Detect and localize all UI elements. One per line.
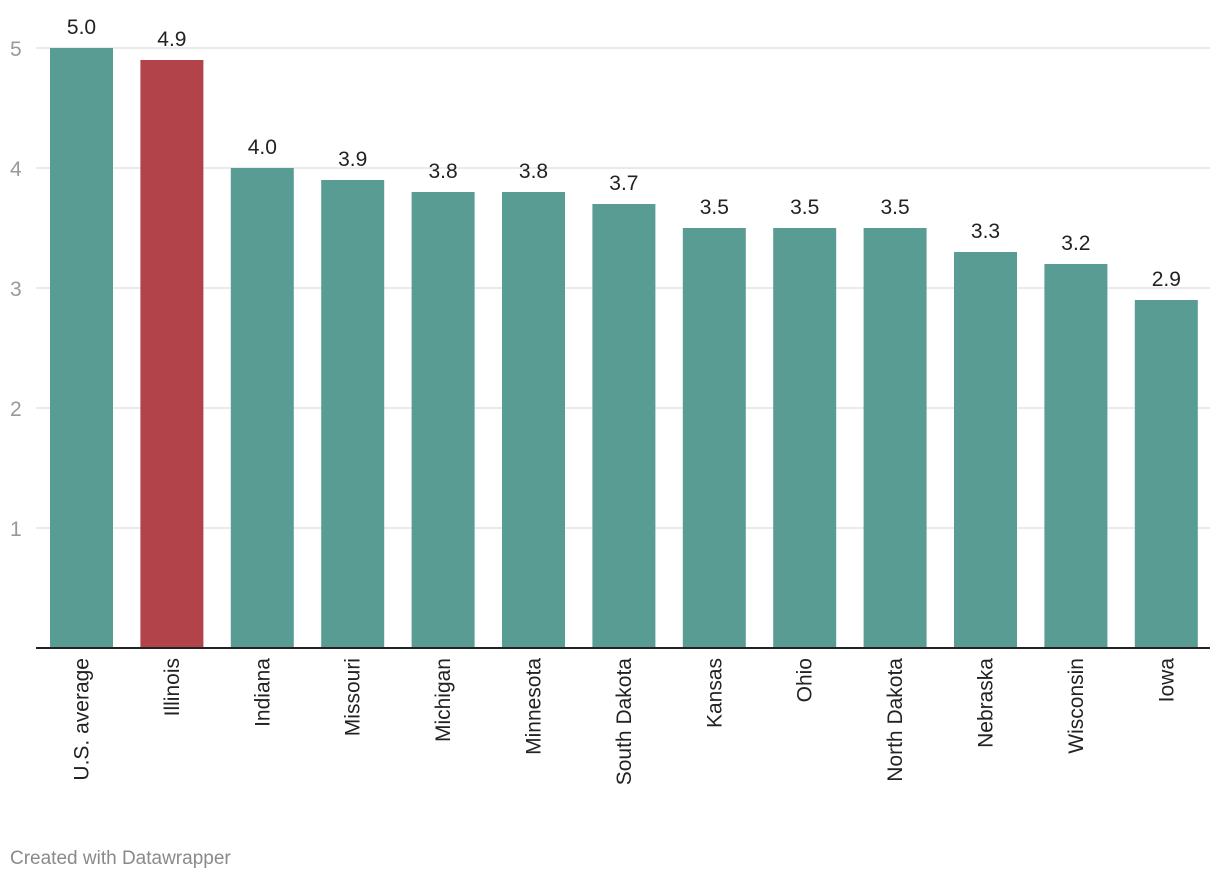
- x-tick-label: Kansas: [703, 658, 726, 728]
- y-axis-ticks: 1 2 3 4 5: [10, 38, 22, 541]
- data-label: 3.8: [428, 160, 457, 183]
- data-labels: 5.0 4.9 4.0 3.9 3.8 3.8 3.7 3.5 3.5 3.5 3.3 3.2 2.9: [67, 16, 1181, 291]
- bars: [50, 48, 1198, 648]
- bar: [682, 228, 746, 648]
- bar: [1044, 264, 1108, 648]
- data-label: 4.9: [157, 28, 186, 51]
- bar: [50, 48, 113, 648]
- data-label: 5.0: [67, 16, 96, 39]
- bar: [954, 252, 1017, 648]
- x-tick-label: Illinois: [161, 658, 184, 716]
- bar: [502, 192, 565, 648]
- credit-text: Created with Datawrapper: [10, 848, 231, 869]
- x-tick-label: Minnesota: [523, 658, 546, 755]
- bar: [411, 192, 475, 648]
- bar: [321, 180, 385, 648]
- data-label: 2.9: [1152, 268, 1181, 291]
- x-tick-label: Wisconsin: [1065, 658, 1088, 754]
- bar: [592, 204, 656, 648]
- y-tick-label: 4: [10, 158, 22, 181]
- x-tick-label: Michigan: [432, 658, 455, 742]
- y-tick-label: 1: [10, 518, 22, 541]
- data-label: 3.2: [1061, 232, 1090, 255]
- bar: [140, 60, 204, 648]
- x-tick-label: U.S. average: [71, 658, 94, 781]
- bar: [863, 228, 927, 648]
- data-label: 3.8: [519, 160, 548, 183]
- bar: [773, 228, 837, 648]
- data-label: 3.7: [609, 172, 638, 195]
- data-label: 3.9: [338, 148, 367, 171]
- data-label: 3.5: [790, 196, 819, 219]
- data-label: 3.5: [700, 196, 729, 219]
- x-tick-label: Iowa: [1155, 658, 1178, 703]
- bar: [1134, 300, 1198, 648]
- x-tick-label: Indiana: [251, 658, 274, 727]
- y-tick-label: 5: [10, 38, 22, 61]
- x-tick-label: Missouri: [342, 658, 365, 736]
- y-tick-label: 2: [10, 398, 22, 421]
- data-label: 3.3: [971, 220, 1000, 243]
- x-axis-labels: U.S. average Illinois Indiana Missouri Michi…: [71, 658, 1179, 786]
- y-tick-label: 3: [10, 278, 22, 301]
- x-tick-label: Ohio: [794, 658, 817, 702]
- data-label: 4.0: [248, 136, 277, 159]
- x-tick-label: North Dakota: [884, 658, 907, 782]
- x-tick-label: South Dakota: [613, 658, 636, 786]
- bar: [230, 168, 294, 648]
- x-tick-label: Nebraska: [975, 658, 998, 748]
- data-label: 3.5: [880, 196, 909, 219]
